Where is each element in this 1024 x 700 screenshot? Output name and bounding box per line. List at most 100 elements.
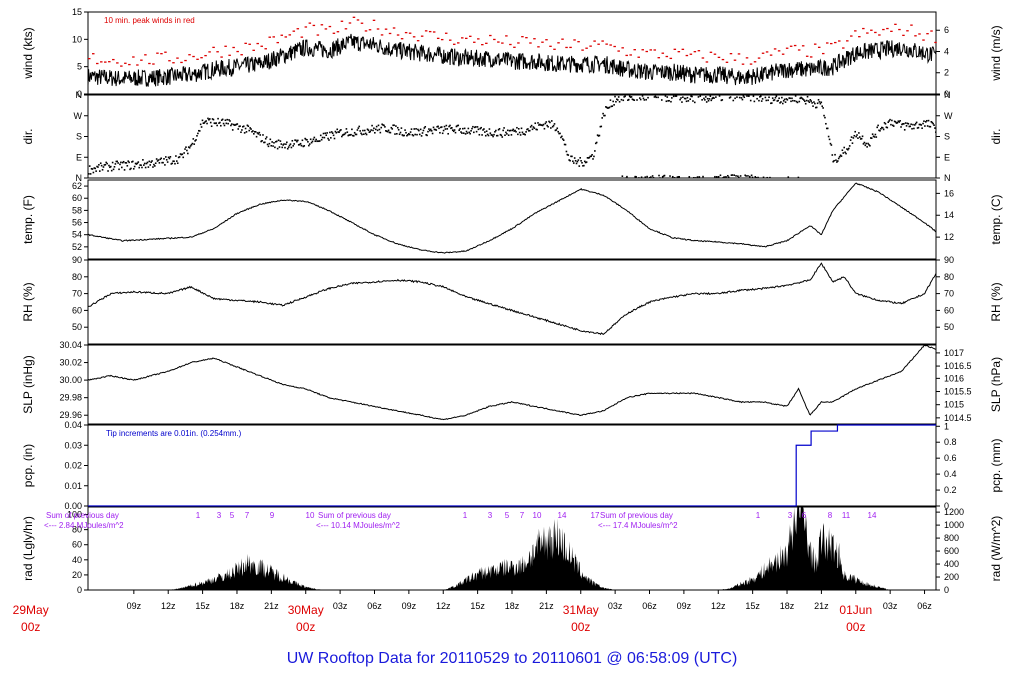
dir-point bbox=[508, 129, 511, 132]
rh-left-tick-label: 60 bbox=[72, 305, 82, 315]
rad-right-tick-label: 1200 bbox=[944, 507, 964, 517]
temp-line bbox=[88, 182, 936, 254]
dir-point bbox=[330, 137, 332, 139]
chart-title: UW Rooftop Data for 20110529 to 20110601… bbox=[286, 650, 738, 667]
dir-point bbox=[369, 130, 372, 133]
dir-point bbox=[303, 145, 306, 147]
wind-peak-marker bbox=[689, 53, 693, 55]
wind-peak-marker bbox=[753, 61, 757, 63]
radiation-hour-mark: 1 bbox=[463, 511, 468, 520]
dir-point bbox=[868, 143, 870, 146]
dir-right-tick-label: W bbox=[944, 111, 953, 121]
dir-point bbox=[924, 125, 926, 127]
dir-point bbox=[727, 176, 730, 178]
dir-point bbox=[238, 125, 240, 128]
wind-peak-marker bbox=[665, 55, 669, 58]
dir-point bbox=[337, 131, 339, 133]
dir-point bbox=[88, 173, 90, 175]
dir-point bbox=[396, 126, 399, 129]
dir-point bbox=[198, 130, 201, 132]
dir-point bbox=[744, 174, 746, 177]
x-tick-label: 06z bbox=[917, 601, 932, 611]
radiation-hour-mark: 10 bbox=[306, 511, 315, 520]
dir-point bbox=[872, 135, 875, 138]
dir-point bbox=[112, 168, 115, 171]
wind-peak-marker bbox=[400, 38, 404, 40]
dir-point bbox=[498, 128, 501, 130]
dir-point bbox=[777, 99, 780, 102]
x-day-time-label: 00z bbox=[571, 620, 590, 634]
x-tick-label: 21z bbox=[814, 601, 829, 611]
dir-point bbox=[452, 130, 455, 133]
dir-point bbox=[652, 177, 655, 178]
dir-point bbox=[636, 99, 638, 101]
dir-point bbox=[499, 133, 502, 136]
dir-point bbox=[370, 129, 372, 131]
wind-right-tick-label: 0 bbox=[944, 89, 949, 99]
radiation-hour-mark: 9 bbox=[270, 511, 275, 520]
dir-point bbox=[155, 158, 158, 160]
dir-point bbox=[235, 123, 238, 126]
dir-point bbox=[924, 121, 927, 123]
wind-peak-marker bbox=[637, 56, 640, 58]
dir-point bbox=[385, 130, 387, 132]
dir-point bbox=[846, 148, 848, 150]
dir-point bbox=[471, 127, 473, 130]
dir-point bbox=[364, 132, 367, 135]
wind-peak-marker bbox=[653, 49, 657, 51]
dir-point bbox=[384, 126, 386, 128]
dir-point bbox=[434, 128, 437, 131]
dir-point bbox=[931, 121, 934, 124]
dir-point bbox=[797, 176, 800, 178]
dir-point bbox=[851, 142, 854, 144]
dir-point bbox=[423, 127, 426, 129]
dir-point bbox=[217, 117, 219, 120]
dir-point bbox=[651, 175, 654, 177]
dir-point bbox=[686, 96, 689, 99]
dir-point bbox=[380, 126, 383, 129]
wind-peak-marker bbox=[465, 37, 468, 40]
dir-point bbox=[591, 153, 593, 156]
dir-point bbox=[130, 167, 132, 170]
wind-peak-marker bbox=[124, 62, 127, 64]
rh-right-tick-label: 50 bbox=[944, 322, 954, 332]
dir-point bbox=[604, 114, 606, 117]
dir-point bbox=[218, 122, 220, 124]
dir-point bbox=[302, 145, 305, 148]
dir-point bbox=[690, 95, 692, 98]
dir-point bbox=[916, 127, 919, 129]
dir-point bbox=[597, 135, 600, 137]
dir-point bbox=[887, 121, 890, 124]
radiation-hour-mark: 3 bbox=[217, 511, 222, 520]
wind-peak-marker bbox=[268, 36, 271, 38]
rh-right-tick-label: 90 bbox=[944, 255, 954, 265]
wind-peak-marker bbox=[609, 44, 612, 46]
dir-point bbox=[209, 121, 212, 124]
dir-point bbox=[800, 96, 802, 99]
dir-point bbox=[756, 97, 758, 100]
dir-point bbox=[514, 129, 516, 132]
dir-point bbox=[322, 132, 325, 135]
panel-temp bbox=[84, 179, 940, 260]
dir-point bbox=[562, 139, 565, 141]
wind-peak-marker bbox=[420, 35, 424, 37]
radiation-hour-mark: 3 bbox=[488, 511, 493, 520]
dir-point bbox=[109, 166, 111, 169]
dir-point bbox=[132, 160, 134, 163]
dir-point bbox=[165, 158, 168, 161]
dir-point bbox=[848, 145, 851, 147]
dir-point bbox=[127, 160, 130, 162]
dir-point bbox=[600, 125, 603, 128]
dir-point bbox=[244, 127, 247, 130]
wind-peak-marker bbox=[705, 61, 709, 63]
dir-point bbox=[336, 128, 339, 131]
wind-peak-marker bbox=[725, 61, 729, 63]
dir-point bbox=[295, 139, 297, 142]
dir-point bbox=[275, 140, 277, 143]
wind-peak-marker bbox=[573, 39, 576, 41]
temp-frame bbox=[87, 179, 937, 260]
dir-point bbox=[912, 123, 914, 126]
dir-point bbox=[477, 128, 480, 131]
dir-point bbox=[602, 112, 604, 115]
dir-point bbox=[548, 120, 550, 123]
